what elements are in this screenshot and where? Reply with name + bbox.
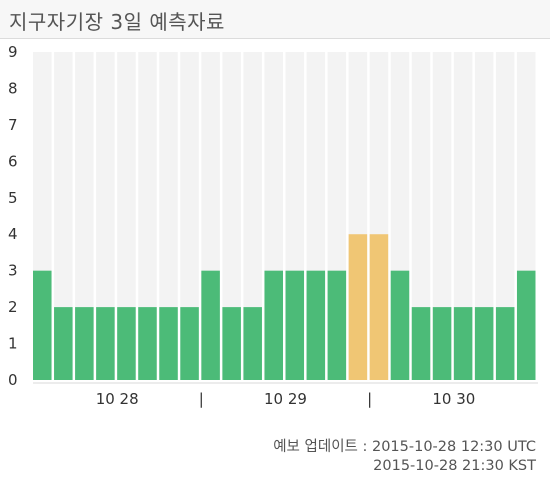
bar [348, 234, 368, 380]
kp-index-bar-chart: 0 1 2 3 4 5 6 7 8 9 10 28 10 29 10 30 | | [8, 43, 538, 408]
bar-background [138, 52, 157, 380]
x-day-label: 10 29 [264, 390, 307, 408]
bar [369, 234, 389, 380]
page-title: 지구자기장 3일 예측자료 [9, 10, 225, 34]
bar-background [453, 52, 473, 380]
day-separator: | [199, 390, 204, 408]
bar [495, 307, 515, 380]
bar-background [432, 52, 452, 380]
bar [159, 307, 178, 380]
bar-background [159, 52, 178, 380]
y-tick-label: 6 [8, 152, 18, 170]
y-tick-label: 2 [8, 298, 18, 316]
bar [516, 270, 536, 380]
y-tick-label: 3 [8, 262, 18, 280]
bar [411, 307, 431, 380]
header-bar: 지구자기장 3일 예측자료 [0, 0, 550, 39]
bar-background [222, 52, 241, 380]
bar [243, 307, 262, 380]
y-tick-label: 1 [8, 335, 18, 353]
y-tick-label: 4 [8, 225, 18, 243]
bar [222, 307, 241, 380]
bar [117, 307, 136, 380]
y-tick-label: 8 [8, 79, 18, 97]
update-time-utc: 예보 업데이트 : 2015-10-28 12:30 UTC [273, 439, 536, 455]
bar [306, 270, 326, 380]
y-tick-label: 7 [8, 116, 18, 134]
y-tick-label: 5 [8, 189, 18, 207]
bar [75, 307, 94, 380]
y-tick-label: 0 [8, 371, 18, 389]
bar [390, 270, 410, 380]
bar [180, 307, 199, 380]
bar [474, 307, 494, 380]
bar-background [75, 52, 94, 380]
bar [432, 307, 452, 380]
bar [138, 307, 157, 380]
y-tick-label: 9 [8, 43, 18, 61]
bar [54, 307, 73, 380]
bar-background [180, 52, 199, 380]
bar-background [117, 52, 136, 380]
bar [201, 270, 220, 380]
x-day-label: 10 28 [96, 390, 139, 408]
bar-background [474, 52, 494, 380]
bar [33, 270, 52, 380]
bar-background [54, 52, 73, 380]
bar [453, 307, 473, 380]
bar-background [96, 52, 115, 380]
bar [285, 270, 305, 380]
bar-background [243, 52, 262, 380]
x-day-label: 10 30 [432, 390, 475, 408]
bar [327, 270, 347, 380]
bar-background [495, 52, 515, 380]
update-info: 예보 업데이트 : 2015-10-28 12:30 UTC 2015-10-2… [273, 438, 536, 476]
bar [96, 307, 115, 380]
day-separator: | [367, 390, 372, 408]
bar-background [411, 52, 431, 380]
update-time-kst: 2015-10-28 21:30 KST [373, 458, 536, 474]
bar [264, 270, 283, 380]
